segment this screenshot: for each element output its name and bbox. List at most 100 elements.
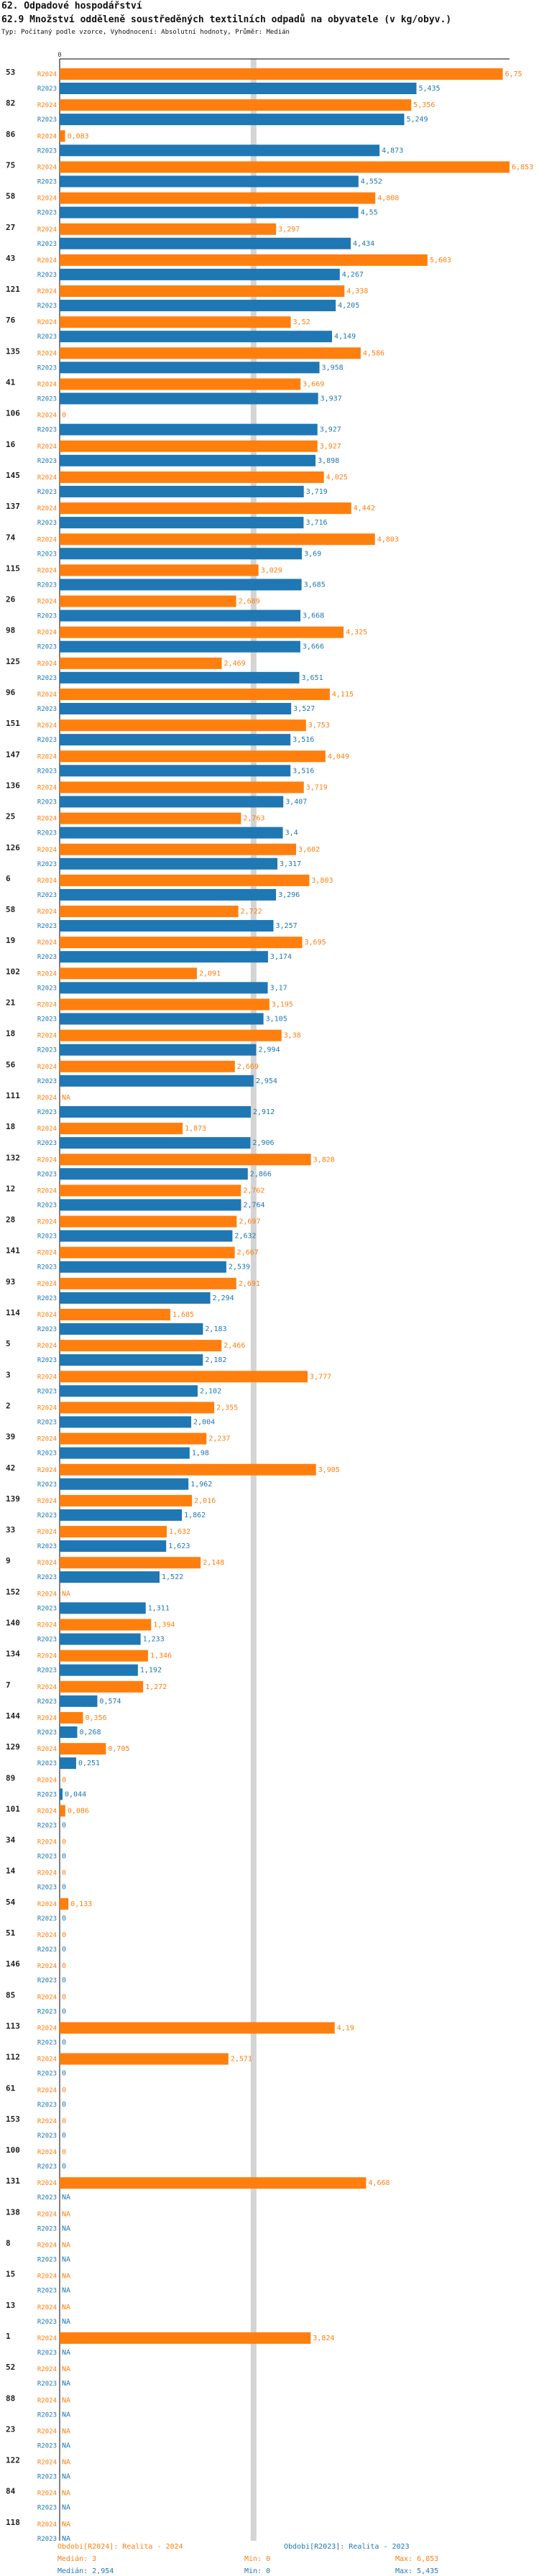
series-label-r2023: R2023: [37, 1047, 57, 1054]
series-label-r2024: R2024: [37, 2087, 57, 2094]
category-label: 118: [6, 2518, 20, 2527]
value-label-r2023: 2,182: [205, 1356, 226, 1364]
bar-r2024: [60, 378, 301, 390]
bar-r2023: [60, 237, 351, 249]
category-label: 144: [6, 1711, 20, 1721]
bar-r2024: [60, 657, 222, 669]
series-label-r2023: R2023: [37, 1729, 57, 1736]
series-label-r2024: R2024: [37, 691, 57, 699]
bar-r2024: [60, 1432, 207, 1445]
value-label-r2024: 2,762: [243, 1187, 264, 1195]
bar-r2024: [60, 1711, 83, 1724]
series-label-r2023: R2023: [37, 334, 57, 341]
bar-r2023: [60, 175, 359, 188]
value-label-r2024: NA: [62, 1094, 70, 1102]
value-label-r2024: NA: [62, 2210, 70, 2218]
series-label-r2023: R2023: [37, 2133, 57, 2140]
bar-r2023: [60, 114, 405, 126]
value-label-r2024: 4,442: [354, 505, 375, 512]
bar-r2024: [60, 1619, 152, 1631]
bar-r2024: [60, 1371, 308, 1383]
bar-r2023: [60, 827, 283, 839]
value-label-r2023: 2,102: [200, 1387, 221, 1395]
bar-r2024: [60, 1898, 69, 1910]
series-label-r2024: R2024: [37, 1404, 57, 1412]
series-label-r2023: R2023: [37, 1326, 57, 1333]
min-2024: Min: 0: [244, 2555, 271, 2563]
bar-r2024: [60, 1277, 236, 1289]
bar-r2023: [60, 1664, 138, 1676]
series-label-r2024: R2024: [37, 661, 57, 668]
series-label-r2023: R2023: [37, 768, 57, 775]
series-label-r2023: R2023: [37, 2288, 57, 2295]
series-label-r2023: R2023: [37, 2194, 57, 2202]
series-label-r2024: R2024: [37, 1932, 57, 1939]
series-label-r2024: R2024: [37, 722, 57, 730]
value-label-r2024: 3,905: [318, 1466, 340, 1474]
value-label-r2024: 4,808: [377, 195, 399, 203]
series-label-r2023: R2023: [37, 1481, 57, 1489]
value-label-r2023: 3,516: [292, 736, 314, 744]
value-label-r2024: 4,803: [377, 535, 399, 543]
value-label-r2024: 2,237: [208, 1435, 230, 1443]
bar-r2023: [60, 640, 300, 653]
series-label-r2024: R2024: [37, 350, 57, 357]
value-label-r2024: 2,691: [239, 1280, 260, 1288]
series-label-r2023: R2023: [37, 985, 57, 992]
category-label: 33: [6, 1525, 15, 1535]
bar-r2024: [60, 1557, 201, 1569]
category-label: 2: [6, 1401, 11, 1410]
bar-r2023: [60, 1447, 190, 1459]
bar-r2023: [60, 1105, 252, 1118]
series-label-r2023: R2023: [37, 2319, 57, 2326]
bar-r2023: [60, 1540, 167, 1552]
value-label-r2023: 1,192: [140, 1667, 162, 1675]
value-label-r2024: NA: [62, 1590, 70, 1598]
value-label-r2024: 4,049: [328, 753, 349, 760]
series-label-r2024: R2024: [37, 2118, 57, 2125]
bar-r2024: [60, 1650, 148, 1662]
series-label-r2023: R2023: [37, 1295, 57, 1302]
bar-r2024: [60, 502, 351, 515]
series-label-r2023: R2023: [37, 2442, 57, 2450]
bar-r2024: [60, 1309, 170, 1320]
value-label-r2023: 1,962: [190, 1481, 212, 1489]
value-label-r2024: 3,719: [306, 783, 328, 791]
legend-2024: Obdobi[R2024]: Realita - 2024: [57, 2543, 183, 2551]
series-label-r2023: R2023: [37, 1140, 57, 1147]
series-label-r2024: R2024: [37, 908, 57, 916]
bar-r2023: [60, 703, 292, 714]
bar-r2024: [60, 906, 239, 918]
value-label-r2024: 0,083: [68, 132, 89, 140]
series-label-r2023: R2023: [37, 2505, 57, 2512]
series-label-r2023: R2023: [37, 1946, 57, 1954]
value-label-r2023: NA: [62, 2225, 70, 2232]
series-label-r2024: R2024: [37, 102, 57, 109]
value-label-r2023: 1,98: [192, 1450, 209, 1458]
category-label: 145: [6, 471, 20, 480]
category-label: 141: [6, 1246, 20, 1256]
category-label: 96: [6, 688, 16, 697]
bar-r2023: [60, 1757, 76, 1770]
bar-r2024: [60, 1402, 215, 1414]
bar-r2023: [60, 1509, 183, 1521]
value-label-r2023: 3,685: [304, 581, 326, 589]
category-label: 27: [6, 223, 15, 232]
series-label-r2024: R2024: [37, 319, 57, 326]
series-label-r2024: R2024: [37, 2460, 57, 2467]
value-label-r2023: 0: [62, 1884, 66, 1892]
value-label-r2023: NA: [62, 2349, 70, 2357]
series-label-r2024: R2024: [37, 1715, 57, 1722]
value-label-r2024: 1,272: [145, 1683, 167, 1691]
series-label-r2024: R2024: [37, 2397, 57, 2404]
series-label-r2024: R2024: [37, 1343, 57, 1350]
series-label-r2024: R2024: [37, 1746, 57, 1753]
bar-r2023: [60, 671, 300, 684]
series-label-r2023: R2023: [37, 1668, 57, 1675]
value-label-r2023: 2,994: [258, 1046, 280, 1054]
value-label-r2024: 0: [62, 1839, 66, 1846]
series-label-r2023: R2023: [37, 458, 57, 465]
value-label-r2024: 3,38: [284, 1032, 301, 1040]
series-label-r2023: R2023: [37, 489, 57, 496]
value-label-r2024: 0: [62, 1962, 66, 1970]
